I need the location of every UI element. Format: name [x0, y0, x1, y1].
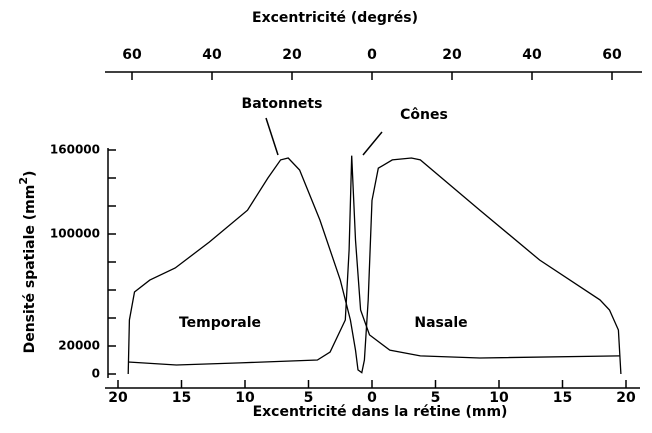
y-label-end: ): [22, 171, 38, 177]
y-tick-label: 160000: [50, 143, 100, 157]
top-tick-label: 40: [202, 47, 222, 63]
top-tick-label: 40: [522, 47, 542, 63]
line-series: [127, 157, 622, 375]
y-tick-label: 20000: [58, 339, 100, 353]
series-label: Cônes: [400, 107, 448, 123]
y-label-text: Densité spatiale (mm: [22, 185, 38, 354]
x-tick-label: 15: [172, 390, 191, 406]
line-series: [128, 155, 620, 366]
y-axis-label: Densité spatiale (mm2): [17, 171, 38, 354]
x-tick-label: 5: [431, 390, 441, 406]
top-tick-label: 60: [122, 47, 142, 63]
x-tick-label: 5: [304, 390, 314, 406]
top-axis-label: Excentricité (degrés): [252, 10, 418, 26]
x-tick-label: 10: [235, 390, 255, 406]
x-axis-label: Excentricité dans la rétine (mm): [253, 404, 508, 420]
annotation: Temporale: [179, 315, 261, 331]
y-label-sup: 2: [17, 177, 30, 185]
x-tick-label: 20: [616, 390, 636, 406]
x-tick-label: 20: [108, 390, 128, 406]
leader-line: [265, 117, 279, 156]
x-tick-label: 15: [553, 390, 572, 406]
y-tick-label: 100000: [50, 227, 100, 241]
top-tick-label: 20: [442, 47, 462, 63]
annotation: Nasale: [414, 315, 467, 331]
x-tick-label: 10: [489, 390, 509, 406]
top-tick-label: 60: [602, 47, 622, 63]
top-tick-label: 0: [367, 47, 377, 63]
y-tick-label: 0: [92, 367, 100, 381]
x-tick-label: 0: [367, 390, 377, 406]
leader-line: [362, 131, 383, 156]
series-label: Batonnets: [242, 96, 323, 112]
top-tick-label: 20: [282, 47, 302, 63]
